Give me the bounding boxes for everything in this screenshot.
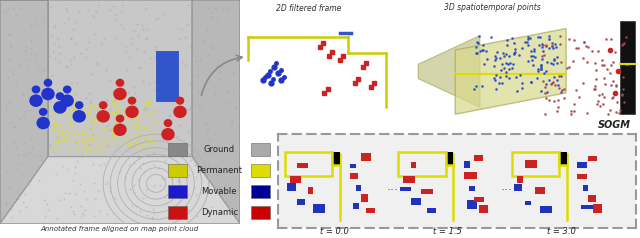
- Circle shape: [175, 97, 184, 105]
- Bar: [421, 189, 433, 194]
- Bar: [474, 155, 483, 161]
- Bar: [411, 162, 416, 169]
- Bar: [580, 205, 593, 209]
- Polygon shape: [419, 36, 480, 107]
- Circle shape: [32, 85, 40, 94]
- Polygon shape: [0, 0, 48, 224]
- Bar: [251, 185, 269, 198]
- Bar: [517, 176, 523, 183]
- Bar: [366, 208, 375, 213]
- Circle shape: [63, 85, 72, 94]
- Bar: [467, 200, 477, 209]
- Bar: [285, 152, 332, 176]
- Text: ...: ...: [500, 180, 512, 193]
- Circle shape: [56, 92, 64, 100]
- Text: t = 1.5: t = 1.5: [433, 227, 462, 236]
- Text: 2D filtered frame: 2D filtered frame: [276, 4, 342, 13]
- Bar: [583, 185, 588, 190]
- Bar: [479, 205, 488, 213]
- Bar: [403, 176, 415, 183]
- Bar: [356, 184, 361, 190]
- Bar: [411, 198, 420, 205]
- Bar: [514, 184, 522, 190]
- Bar: [290, 176, 301, 183]
- Text: SOGM: SOGM: [597, 120, 630, 130]
- Bar: [308, 187, 314, 194]
- Circle shape: [161, 128, 175, 140]
- Bar: [168, 206, 187, 219]
- Text: t = 3.0: t = 3.0: [547, 227, 576, 236]
- Bar: [251, 206, 269, 219]
- Bar: [474, 197, 484, 202]
- Bar: [332, 152, 340, 165]
- Bar: [353, 203, 359, 209]
- Text: Movable: Movable: [202, 187, 237, 196]
- Bar: [512, 152, 559, 176]
- Bar: [168, 185, 187, 198]
- Circle shape: [116, 79, 124, 87]
- Bar: [525, 201, 531, 205]
- Circle shape: [128, 97, 136, 105]
- Bar: [535, 187, 545, 194]
- Bar: [168, 143, 187, 156]
- Circle shape: [72, 110, 86, 123]
- Bar: [361, 153, 371, 161]
- Bar: [427, 208, 436, 213]
- Bar: [156, 51, 178, 101]
- Circle shape: [113, 88, 127, 100]
- Bar: [314, 204, 325, 213]
- Text: t = 0.0: t = 0.0: [320, 227, 349, 236]
- Text: Annotated frame aligned on map point cloud: Annotated frame aligned on map point clo…: [40, 226, 199, 232]
- Circle shape: [99, 101, 108, 109]
- Bar: [445, 152, 453, 165]
- Bar: [251, 143, 269, 156]
- Circle shape: [75, 101, 83, 109]
- Circle shape: [116, 114, 124, 123]
- Polygon shape: [48, 0, 192, 157]
- Circle shape: [36, 117, 50, 129]
- Bar: [398, 152, 445, 176]
- Circle shape: [97, 110, 110, 123]
- Bar: [251, 164, 269, 177]
- Bar: [540, 206, 552, 213]
- Text: Permanent: Permanent: [196, 166, 242, 175]
- Bar: [298, 199, 305, 205]
- Circle shape: [39, 108, 47, 116]
- Bar: [620, 21, 635, 114]
- Bar: [588, 156, 597, 161]
- Text: 3D spatiotemporal points: 3D spatiotemporal points: [444, 3, 541, 12]
- Bar: [577, 174, 587, 179]
- Circle shape: [173, 106, 187, 118]
- Polygon shape: [192, 0, 240, 224]
- Bar: [588, 195, 596, 202]
- Bar: [593, 204, 602, 213]
- Text: Ground: Ground: [204, 145, 235, 154]
- Bar: [559, 152, 567, 165]
- Bar: [350, 173, 358, 179]
- Circle shape: [29, 94, 43, 107]
- Bar: [298, 163, 308, 169]
- Bar: [350, 164, 356, 169]
- Circle shape: [164, 119, 172, 127]
- Circle shape: [113, 124, 127, 136]
- Polygon shape: [455, 29, 566, 114]
- Bar: [525, 159, 537, 169]
- Circle shape: [41, 88, 55, 100]
- Bar: [287, 183, 296, 190]
- Text: ...: ...: [387, 180, 399, 193]
- Bar: [400, 187, 411, 190]
- Circle shape: [125, 106, 139, 118]
- Circle shape: [44, 79, 52, 87]
- Polygon shape: [0, 0, 240, 89]
- Bar: [361, 194, 369, 202]
- Circle shape: [53, 101, 67, 114]
- Circle shape: [60, 94, 74, 107]
- Bar: [168, 164, 187, 177]
- Bar: [463, 161, 470, 169]
- Bar: [577, 162, 588, 169]
- Bar: [463, 172, 477, 179]
- Bar: [468, 186, 476, 190]
- Polygon shape: [0, 157, 240, 224]
- Text: Dynamic: Dynamic: [200, 208, 238, 217]
